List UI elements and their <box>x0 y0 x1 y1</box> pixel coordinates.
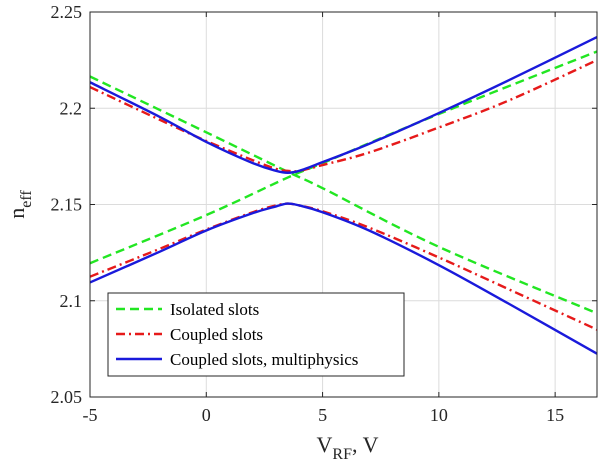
legend-label-1: Isolated slots <box>170 300 259 319</box>
series-layer <box>89 35 598 355</box>
y-axis-label: neff <box>4 190 35 219</box>
y-tick-label: 2.25 <box>51 2 83 22</box>
legend-label-2: Coupled slots <box>170 325 263 344</box>
y-tick-label: 2.05 <box>51 387 83 407</box>
series-1-branch-2 <box>89 50 598 265</box>
legend-label-3: Coupled slots, multiphysics <box>170 350 358 369</box>
x-axis-label: VRF, V <box>317 432 379 463</box>
x-tick-label: 15 <box>546 405 564 425</box>
tick-labels: -5 0 5 10 15 2.05 2.1 2.15 2.2 2.25 <box>51 2 565 425</box>
x-tick-label: 0 <box>202 405 211 425</box>
series-1-branch-1 <box>89 75 598 315</box>
y-tick-label: 2.15 <box>51 195 83 215</box>
x-tick-label: 10 <box>430 405 448 425</box>
series-3-branch-1 <box>89 35 598 174</box>
ticks <box>89 11 597 398</box>
series-3-branch-2 <box>89 202 598 355</box>
y-tick-label: 2.1 <box>60 291 83 311</box>
x-tick-label: 5 <box>318 405 327 425</box>
y-tick-label: 2.2 <box>60 98 83 118</box>
legend: Isolated slots Coupled slots Coupled slots… <box>107 292 405 377</box>
x-tick-label: -5 <box>83 405 98 425</box>
